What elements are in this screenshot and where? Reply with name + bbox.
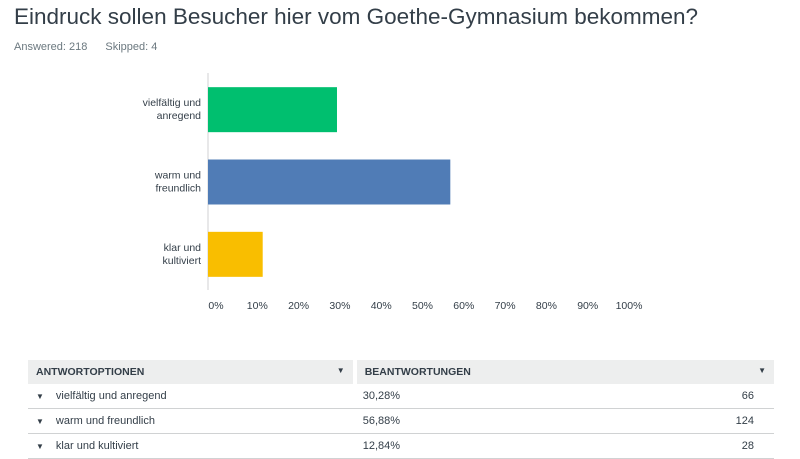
category-label: freundlich: [155, 183, 201, 195]
sort-caret-icon: ▼: [758, 366, 766, 375]
x-tick-label: 0%: [208, 300, 223, 312]
results-table: ANTWORTOPTIONEN ▼ BEANTWORTUNGEN ▼ ▼ vielfäl…: [28, 360, 774, 459]
bar: [208, 159, 451, 205]
answered-count: Answered: 218: [14, 41, 88, 53]
x-tick-label: 30%: [329, 300, 350, 312]
x-tick-label: 90%: [577, 300, 598, 312]
response-stats: Answered: 218 Skipped: 4: [14, 41, 175, 53]
category-label: kultiviert: [162, 255, 201, 267]
table-row: ▼ vielfältig und anregend 30,28% 66: [28, 384, 774, 409]
expand-caret-icon[interactable]: ▼: [36, 417, 44, 426]
x-tick-label: 100%: [616, 300, 643, 312]
category-label: anregend: [157, 110, 202, 122]
category-label: vielfältig und: [143, 97, 202, 109]
x-tick-label: 60%: [453, 300, 474, 312]
category-label: klar und: [164, 242, 202, 254]
table-row: ▼ warm und freundlich 56,88% 124: [28, 408, 774, 434]
x-tick-label: 50%: [412, 300, 433, 312]
col-header-options[interactable]: ANTWORTOPTIONEN ▼: [28, 360, 355, 384]
col-header-responses[interactable]: BEANTWORTUNGEN ▼: [352, 360, 774, 384]
bar: [208, 87, 337, 133]
table-row: ▼ klar und kultiviert 12,84% 28: [28, 433, 774, 459]
bar: [208, 231, 263, 277]
x-tick-label: 80%: [536, 300, 557, 312]
x-tick-label: 10%: [247, 300, 268, 312]
x-tick-label: 70%: [495, 300, 516, 312]
category-label: warm und: [154, 170, 201, 182]
x-tick-label: 40%: [371, 300, 392, 312]
sort-caret-icon: ▼: [336, 366, 345, 375]
expand-caret-icon[interactable]: ▼: [36, 442, 44, 451]
question-title: Eindruck sollen Besucher hier vom Goethe…: [14, 4, 699, 29]
expand-caret-icon[interactable]: ▼: [36, 392, 44, 401]
x-tick-label: 20%: [288, 300, 309, 312]
skipped-count: Skipped: 4: [105, 41, 158, 53]
